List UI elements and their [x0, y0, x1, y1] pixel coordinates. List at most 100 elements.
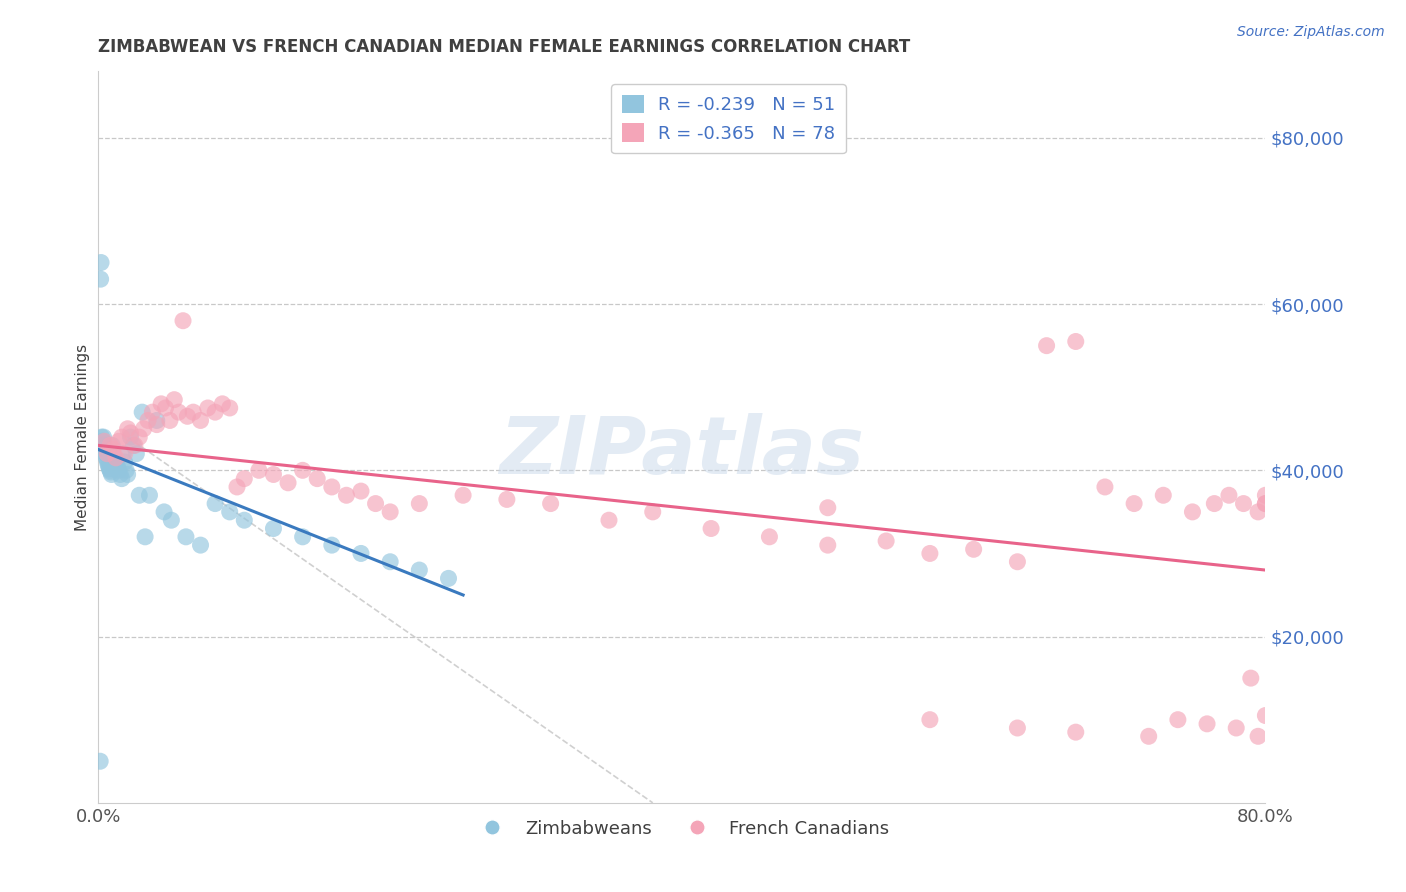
Point: [101, 438, 124, 452]
Text: ZIPatlas: ZIPatlas: [499, 413, 865, 491]
Point: [1254, 708, 1277, 723]
Point: [90, 430, 112, 444]
Point: [97, 459, 120, 474]
Point: [437, 571, 460, 585]
Point: [91, 438, 114, 452]
Point: [1064, 725, 1087, 739]
Point: [1254, 497, 1277, 511]
Point: [350, 484, 373, 499]
Point: [307, 472, 329, 486]
Point: [1254, 497, 1277, 511]
Y-axis label: Median Female Earnings: Median Female Earnings: [75, 343, 90, 531]
Point: [204, 497, 226, 511]
Point: [89, 754, 111, 768]
Point: [380, 505, 402, 519]
Point: [93, 430, 115, 444]
Point: [408, 497, 430, 511]
Point: [380, 555, 402, 569]
Point: [233, 513, 256, 527]
Point: [1240, 671, 1263, 685]
Point: [176, 409, 198, 424]
Point: [174, 530, 197, 544]
Point: [101, 442, 124, 457]
Point: [211, 397, 233, 411]
Point: [1254, 488, 1277, 502]
Point: [141, 405, 163, 419]
Point: [1225, 721, 1247, 735]
Point: [918, 713, 941, 727]
Point: [90, 272, 112, 286]
Point: [817, 500, 839, 515]
Point: [291, 463, 314, 477]
Point: [120, 425, 142, 440]
Point: [117, 422, 139, 436]
Point: [104, 450, 127, 465]
Point: [98, 461, 121, 475]
Point: [146, 417, 169, 432]
Point: [125, 447, 148, 461]
Point: [101, 447, 124, 461]
Point: [136, 413, 159, 427]
Point: [150, 397, 173, 411]
Point: [159, 413, 181, 427]
Point: [1137, 729, 1160, 743]
Point: [700, 521, 723, 535]
Point: [197, 401, 219, 415]
Point: [1232, 497, 1254, 511]
Text: Source: ZipAtlas.com: Source: ZipAtlas.com: [1237, 25, 1385, 39]
Point: [110, 467, 132, 482]
Point: [875, 533, 897, 548]
Point: [817, 538, 839, 552]
Legend: Zimbabweans, French Canadians: Zimbabweans, French Canadians: [467, 813, 897, 845]
Point: [641, 505, 664, 519]
Point: [132, 422, 155, 436]
Point: [94, 442, 117, 457]
Point: [540, 497, 562, 511]
Point: [263, 467, 285, 482]
Point: [277, 475, 299, 490]
Point: [1007, 721, 1029, 735]
Point: [218, 401, 240, 415]
Point: [1247, 505, 1270, 519]
Point: [163, 392, 186, 407]
Point: [1167, 713, 1189, 727]
Point: [1218, 488, 1240, 502]
Point: [91, 434, 114, 449]
Point: [408, 563, 430, 577]
Point: [155, 401, 177, 415]
Point: [190, 538, 212, 552]
Point: [108, 434, 131, 449]
Point: [100, 465, 122, 479]
Point: [1247, 729, 1270, 743]
Point: [138, 488, 160, 502]
Point: [335, 488, 357, 502]
Point: [218, 505, 240, 519]
Point: [181, 405, 204, 419]
Point: [1152, 488, 1174, 502]
Point: [364, 497, 387, 511]
Point: [96, 447, 118, 461]
Point: [1197, 716, 1219, 731]
Point: [94, 447, 117, 461]
Point: [98, 438, 121, 452]
Point: [120, 430, 142, 444]
Point: [350, 546, 373, 560]
Point: [1035, 338, 1057, 352]
Point: [114, 455, 136, 469]
Point: [1204, 497, 1226, 511]
Point: [160, 513, 183, 527]
Point: [153, 505, 176, 519]
Point: [112, 447, 135, 461]
Point: [122, 438, 145, 452]
Point: [1064, 334, 1087, 349]
Point: [96, 450, 118, 465]
Point: [1123, 497, 1146, 511]
Point: [128, 430, 150, 444]
Point: [291, 530, 314, 544]
Point: [93, 438, 115, 452]
Point: [918, 546, 941, 560]
Point: [226, 480, 249, 494]
Point: [962, 542, 984, 557]
Point: [321, 538, 343, 552]
Point: [204, 405, 226, 419]
